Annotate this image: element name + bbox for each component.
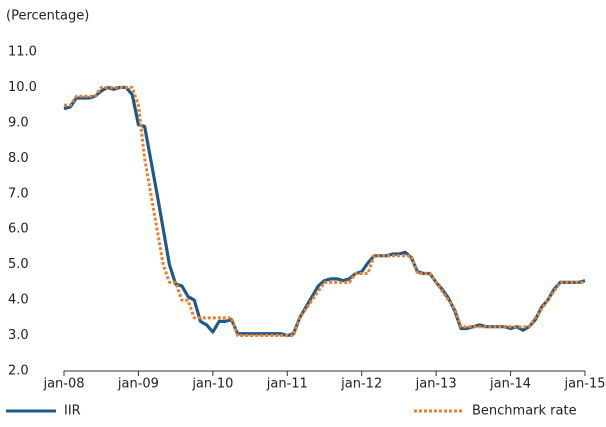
x-tick-label: jan-12 [340,377,382,392]
x-tick-label: jan-09 [117,377,159,392]
y-tick-label: 7.0 [8,186,29,201]
line-series [63,85,586,338]
x-tick-label: jan-14 [489,377,531,392]
y-tick-label: 11.0 [8,45,37,60]
legend-label: Benchmark rate [472,404,577,419]
y-axis-label: (Percentage) [6,9,89,24]
y-tick-label: 10.0 [8,80,37,95]
x-tick-label: jan-08 [42,377,84,392]
legend-label: IIR [64,404,81,419]
y-tick-label: 2.0 [8,364,29,379]
x-tick-label: jan-15 [563,377,605,392]
y-tick-label: 9.0 [8,115,29,130]
x-tick-label: jan-10 [191,377,233,392]
y-tick-label: 3.0 [8,328,29,343]
y-tick-label: 6.0 [8,222,29,237]
y-tick-label: 8.0 [8,151,29,166]
x-tick-label: jan-13 [415,377,457,392]
y-tick-label: 5.0 [8,257,29,272]
y-tick-label: 4.0 [8,293,29,308]
line-series [64,85,585,338]
x-tick-label: jan-11 [266,377,308,392]
